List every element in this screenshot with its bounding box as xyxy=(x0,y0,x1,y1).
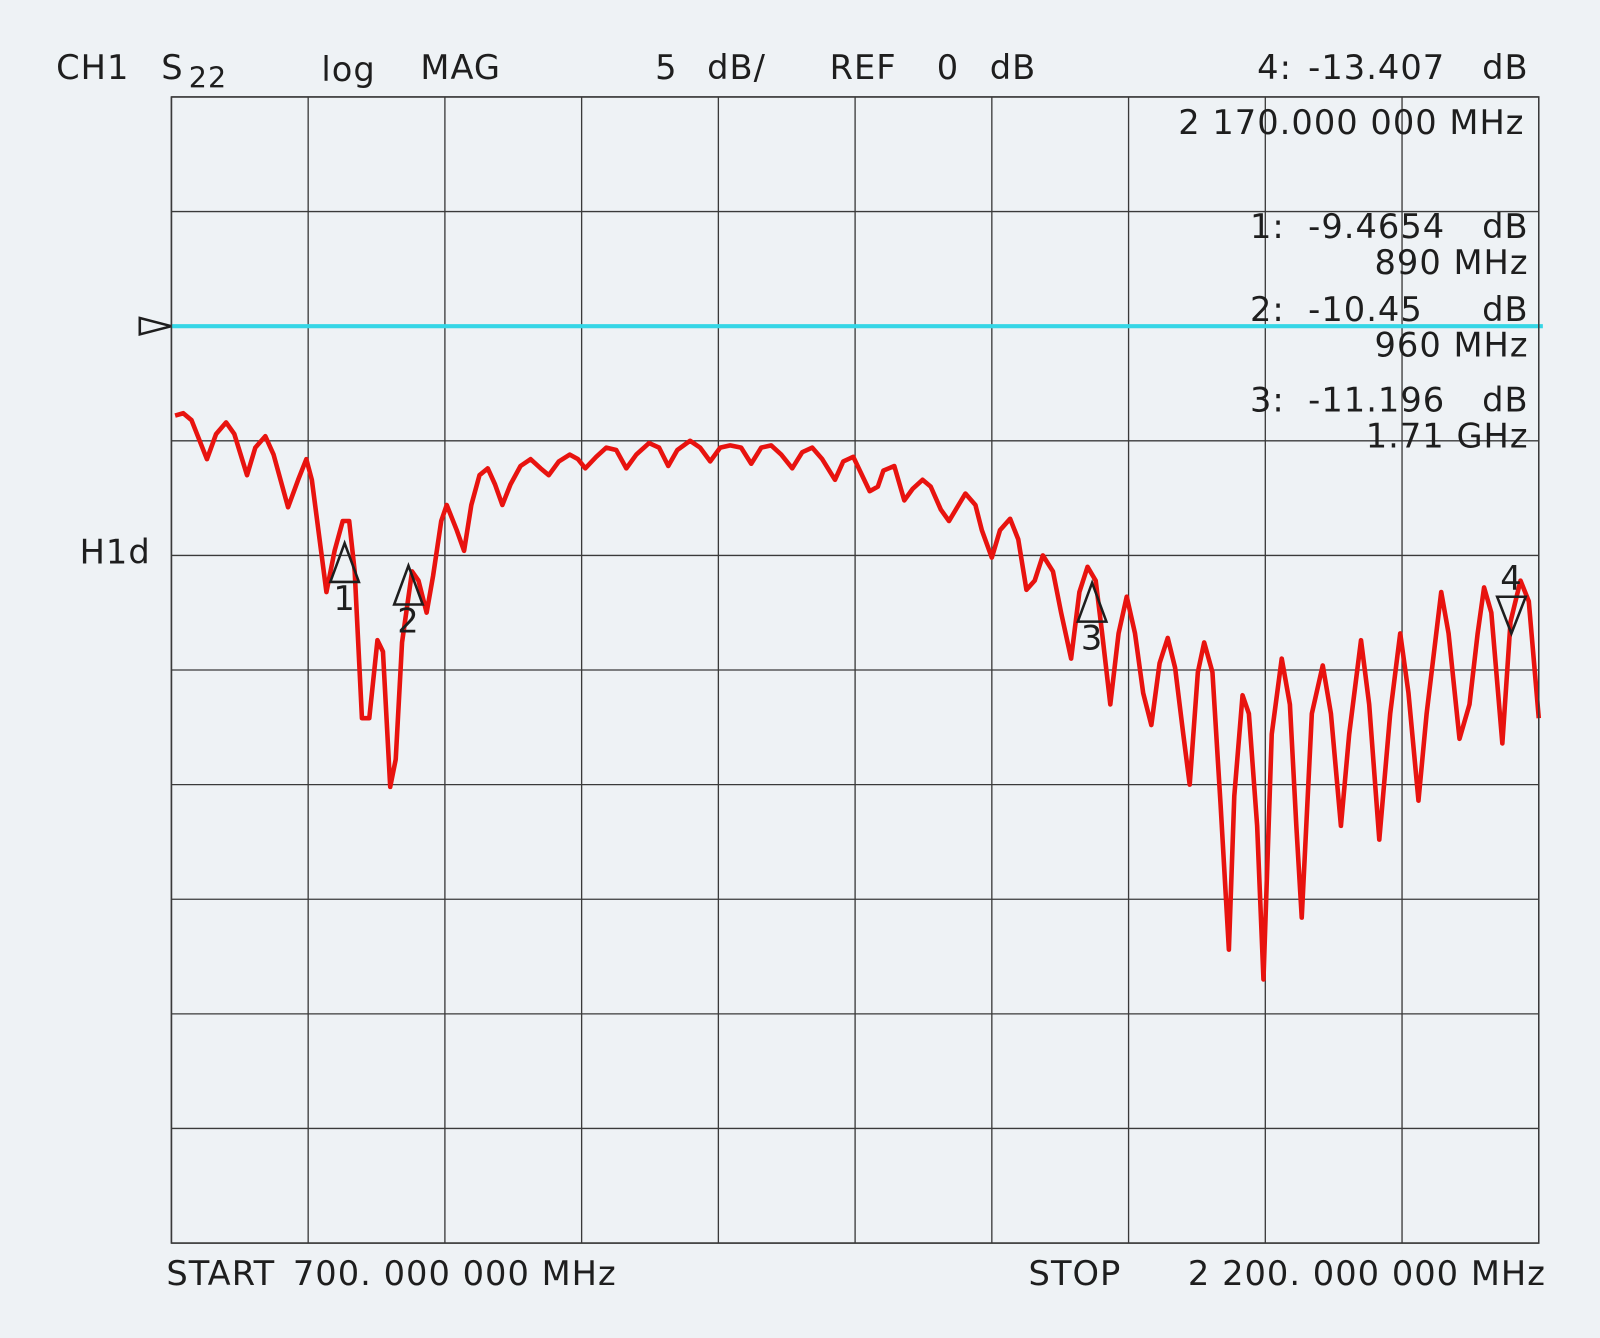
marker-triangle xyxy=(392,562,425,606)
stop-frequency: 2 200. 000 000 MHz xyxy=(1188,1254,1546,1293)
marker-triangle xyxy=(1075,579,1109,623)
marker-id: 2 xyxy=(397,601,419,640)
channel: CH1 xyxy=(56,48,129,87)
ref-label: REF xyxy=(830,48,897,87)
marker-id: 3 xyxy=(1081,618,1103,657)
ref-level: 0 xyxy=(937,48,959,87)
marker-readout-value: -10.45 xyxy=(1308,290,1423,329)
marker-readout-unit: dB xyxy=(1482,290,1528,329)
marker-readout-id: 1: xyxy=(1250,207,1285,246)
marker-readout-frequency: 960 MHz xyxy=(1374,326,1528,365)
marker-readout-value: -11.196 xyxy=(1308,381,1445,420)
format: log xyxy=(321,50,375,89)
marker-triangle xyxy=(1495,595,1528,638)
marker-readout-frequency: 1.71 GHz xyxy=(1366,416,1529,455)
parameter-subscript: 22 xyxy=(189,61,227,95)
marker-readout-id: 4: xyxy=(1257,48,1292,87)
marker-readout-unit: dB xyxy=(1482,381,1528,420)
marker-id: 1 xyxy=(333,579,355,618)
marker-readout-id: 2: xyxy=(1250,290,1285,329)
trace xyxy=(174,410,1542,982)
marker-readout-value: -13.407 xyxy=(1308,48,1445,87)
marker-readout-unit: dB xyxy=(1482,207,1528,246)
marker-readout-frequency: 890 MHz xyxy=(1374,243,1528,282)
parameter: S xyxy=(161,48,183,87)
start-label: START xyxy=(166,1254,275,1293)
scale-unit: dB/ xyxy=(707,48,766,87)
marker-readout-unit: dB xyxy=(1482,48,1528,87)
marker-readout-frequency: 2 170.000 000 MHz xyxy=(1178,103,1524,142)
reference-pointer xyxy=(138,316,172,336)
marker-id: 4 xyxy=(1500,559,1522,598)
marker-readout-id: 3: xyxy=(1250,381,1285,420)
marker-triangle xyxy=(328,539,361,584)
plot-frame xyxy=(170,96,1540,1244)
marker-readout-value: -9.4654 xyxy=(1308,207,1445,246)
scale: 5 xyxy=(655,48,677,87)
ref-unit: dB xyxy=(990,48,1036,87)
side-label: H1d xyxy=(80,533,151,572)
format-kind: MAG xyxy=(420,48,501,87)
stop-label: STOP xyxy=(1029,1254,1122,1293)
start-frequency: 700. 000 000 MHz xyxy=(293,1254,617,1293)
